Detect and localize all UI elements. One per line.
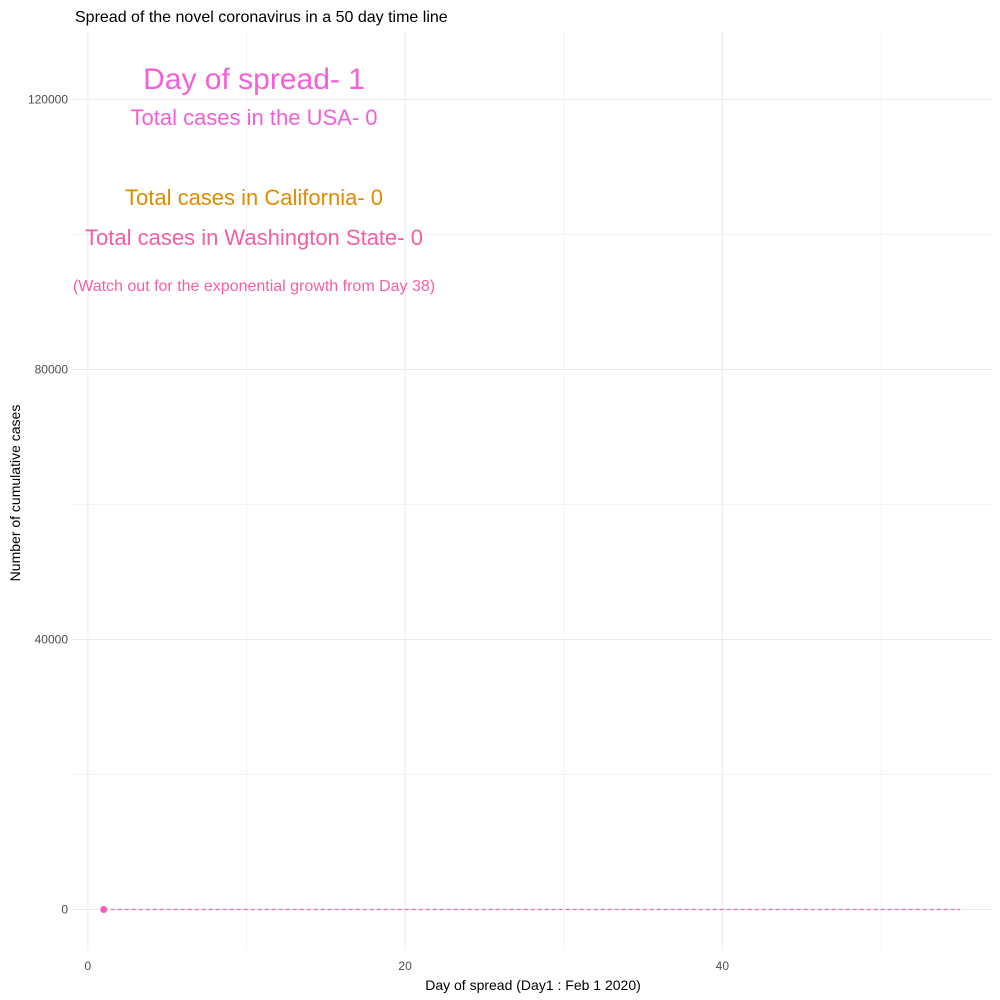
annotation-text: Day of spread- 1 — [143, 63, 365, 96]
annotation-text: (Watch out for the exponential growth fr… — [73, 278, 435, 295]
y-axis-label: Number of cumulative cases — [7, 405, 23, 582]
grid — [72, 32, 992, 950]
x-tick-label: 0 — [85, 959, 92, 973]
chart-title: Spread of the novel coronavirus in a 50 … — [75, 9, 448, 26]
y-tick-label: 80000 — [35, 363, 69, 377]
annotation-text: Total cases in Washington State- 0 — [85, 225, 423, 250]
y-tick-labels: 0 40000 80000 120000 — [28, 93, 68, 917]
annotation-text: Total cases in the USA- 0 — [130, 105, 377, 130]
annotation-text: Total cases in California- 0 — [125, 185, 383, 210]
annotation-layer: Day of spread- 1 Total cases in the USA- … — [73, 63, 435, 295]
x-axis-label: Day of spread (Day1 : Feb 1 2020) — [425, 977, 641, 993]
x-tick-labels: 0 20 40 — [85, 959, 730, 973]
x-tick-label: 40 — [716, 959, 730, 973]
series-layer — [100, 906, 961, 913]
y-tick-label: 120000 — [28, 93, 68, 107]
x-tick-label: 20 — [398, 959, 412, 973]
y-tick-label: 0 — [61, 903, 68, 917]
y-tick-label: 40000 — [35, 633, 69, 647]
